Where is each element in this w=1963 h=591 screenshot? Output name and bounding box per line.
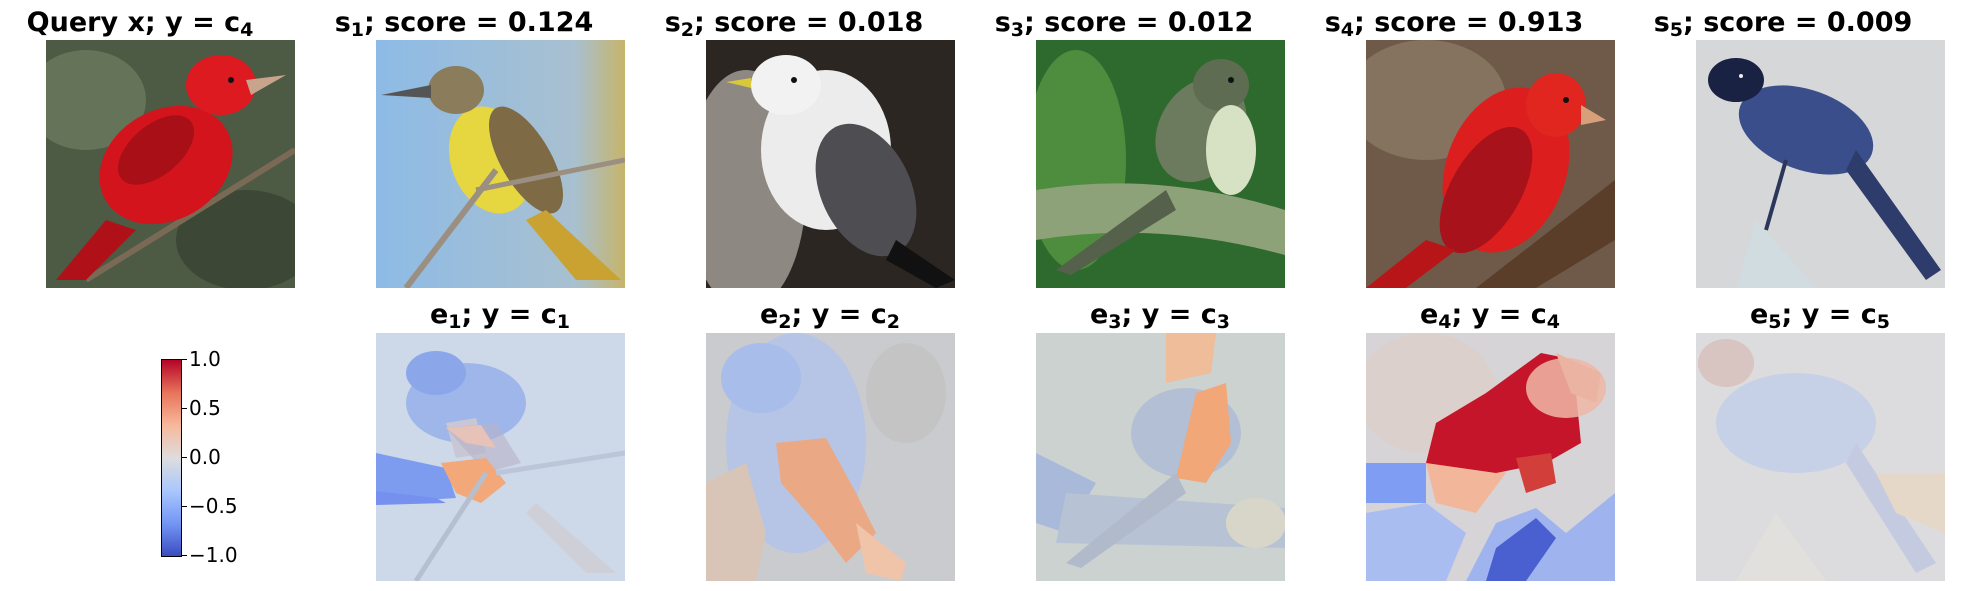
colorbar-tick xyxy=(181,359,187,360)
explanation-1-title: e1; y = c1 xyxy=(429,299,570,333)
colorbar-label-max: 1.0 xyxy=(189,347,221,371)
explanation-1-map xyxy=(376,333,625,581)
colorbar-label-neg-half: −0.5 xyxy=(189,494,238,518)
explanation-5-title: e5; y = c5 xyxy=(1749,299,1890,333)
explanation-3-map xyxy=(1036,333,1285,581)
similar-2-image xyxy=(706,40,955,288)
query-title: Query x; y = c4 xyxy=(26,7,254,41)
similar-1-image xyxy=(376,40,625,288)
similar-3-image xyxy=(1036,40,1285,288)
explanation-2-title: e2; y = c2 xyxy=(759,299,900,333)
similar-1-title: s1; score = 0.124 xyxy=(334,7,594,41)
colorbar-tick xyxy=(181,457,187,458)
query-image xyxy=(46,40,295,288)
similar-4-image xyxy=(1366,40,1615,288)
colorbar-label-half: 0.5 xyxy=(189,396,221,420)
explanation-4-map xyxy=(1366,333,1615,581)
explanation-3-title: e3; y = c3 xyxy=(1089,299,1230,333)
colorbar xyxy=(161,359,182,557)
explanation-2-map xyxy=(706,333,955,581)
similar-3-title: s3; score = 0.012 xyxy=(994,7,1254,41)
colorbar-tick xyxy=(181,555,187,556)
similar-2-title: s2; score = 0.018 xyxy=(664,7,924,41)
similar-5-image xyxy=(1696,40,1945,288)
similar-5-title: s5; score = 0.009 xyxy=(1653,7,1913,41)
similar-4-title: s4; score = 0.913 xyxy=(1324,7,1584,41)
colorbar-tick xyxy=(181,506,187,507)
explanation-5-map xyxy=(1696,333,1945,581)
colorbar-label-zero: 0.0 xyxy=(189,445,221,469)
explanation-4-title: e4; y = c4 xyxy=(1419,299,1560,333)
colorbar-label-min: −1.0 xyxy=(189,543,238,567)
colorbar-tick xyxy=(181,408,187,409)
